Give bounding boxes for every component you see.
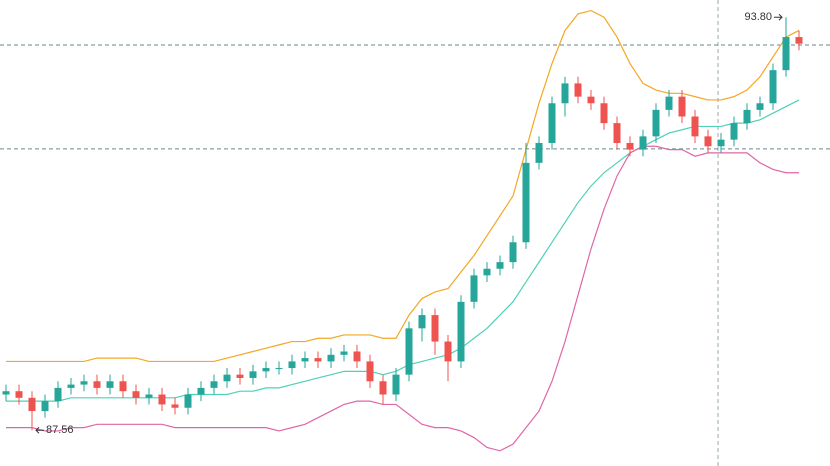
max-arrow — [774, 13, 783, 21]
candle-body — [769, 70, 777, 104]
candle-body — [496, 262, 504, 269]
candle-body — [522, 162, 530, 243]
candle-body — [457, 301, 465, 362]
candle-body — [366, 361, 374, 382]
candle-body — [665, 96, 673, 110]
candle-body — [197, 387, 205, 395]
candle-body — [405, 328, 413, 375]
candle-body — [756, 103, 764, 110]
candle-body — [119, 381, 127, 392]
candle-body — [340, 351, 348, 355]
candle-body — [717, 139, 725, 147]
candle-body — [301, 358, 309, 362]
candle-body — [314, 358, 322, 362]
candle-body — [210, 381, 218, 388]
candle-body — [431, 315, 439, 342]
candle-body — [548, 103, 556, 143]
candle-body — [184, 394, 192, 408]
candle-body — [743, 109, 751, 124]
candle-body — [132, 391, 140, 398]
candle-body — [704, 136, 712, 147]
candle-body — [67, 384, 75, 388]
candle-body — [691, 116, 699, 137]
candle-body — [171, 404, 179, 408]
candle-body — [41, 401, 49, 412]
candle-body — [730, 123, 738, 140]
candle-body — [262, 368, 270, 372]
candle-body — [678, 96, 686, 117]
candle-body — [470, 275, 478, 302]
candle-body — [275, 368, 283, 370]
candle-body — [483, 268, 491, 276]
candle-body — [561, 83, 569, 104]
candle-body — [600, 103, 608, 124]
candle-body — [93, 381, 101, 388]
candle-body — [327, 354, 335, 362]
min-label: 87.56 — [46, 424, 74, 436]
candle-body — [392, 374, 400, 395]
candle-body — [2, 391, 10, 395]
candle-body — [444, 341, 452, 362]
max-label: 93.80 — [744, 11, 772, 23]
candle-body — [158, 394, 166, 405]
candle-body — [652, 109, 660, 137]
candle-body — [418, 315, 426, 329]
band-line — [6, 145, 799, 452]
candle-body — [613, 123, 621, 143]
candle-body — [223, 374, 231, 382]
candle-body — [28, 397, 36, 412]
candle-body — [249, 371, 257, 378]
band-line — [6, 99, 800, 402]
candle-body — [574, 83, 582, 97]
candle-body — [795, 37, 803, 44]
band-line — [6, 9, 800, 363]
candle-body — [626, 142, 634, 150]
candle-body — [288, 361, 296, 369]
candle-body — [509, 242, 517, 263]
candle-body — [145, 394, 153, 398]
candle-body — [782, 37, 790, 71]
candle-body — [236, 374, 244, 378]
min-arrow — [35, 426, 44, 434]
candle-body — [106, 381, 114, 388]
candle-body — [80, 381, 88, 385]
candle-body — [54, 387, 62, 402]
candle-body — [15, 391, 23, 398]
candle-body — [587, 96, 595, 104]
candle-body — [639, 136, 647, 150]
candle-body — [535, 142, 543, 163]
candle-body — [379, 381, 387, 395]
candle-body — [353, 351, 361, 362]
